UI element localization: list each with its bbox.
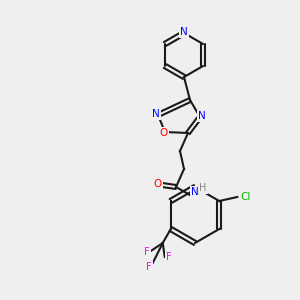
Text: O: O [154,179,162,189]
Text: F: F [166,252,172,262]
Text: H: H [199,183,207,193]
Text: N: N [152,109,160,119]
Text: N: N [191,187,199,197]
Text: N: N [180,27,188,37]
Text: N: N [198,111,206,121]
Text: Cl: Cl [240,192,250,202]
Text: F: F [144,247,150,257]
Text: O: O [160,128,168,138]
Text: F: F [146,262,152,272]
